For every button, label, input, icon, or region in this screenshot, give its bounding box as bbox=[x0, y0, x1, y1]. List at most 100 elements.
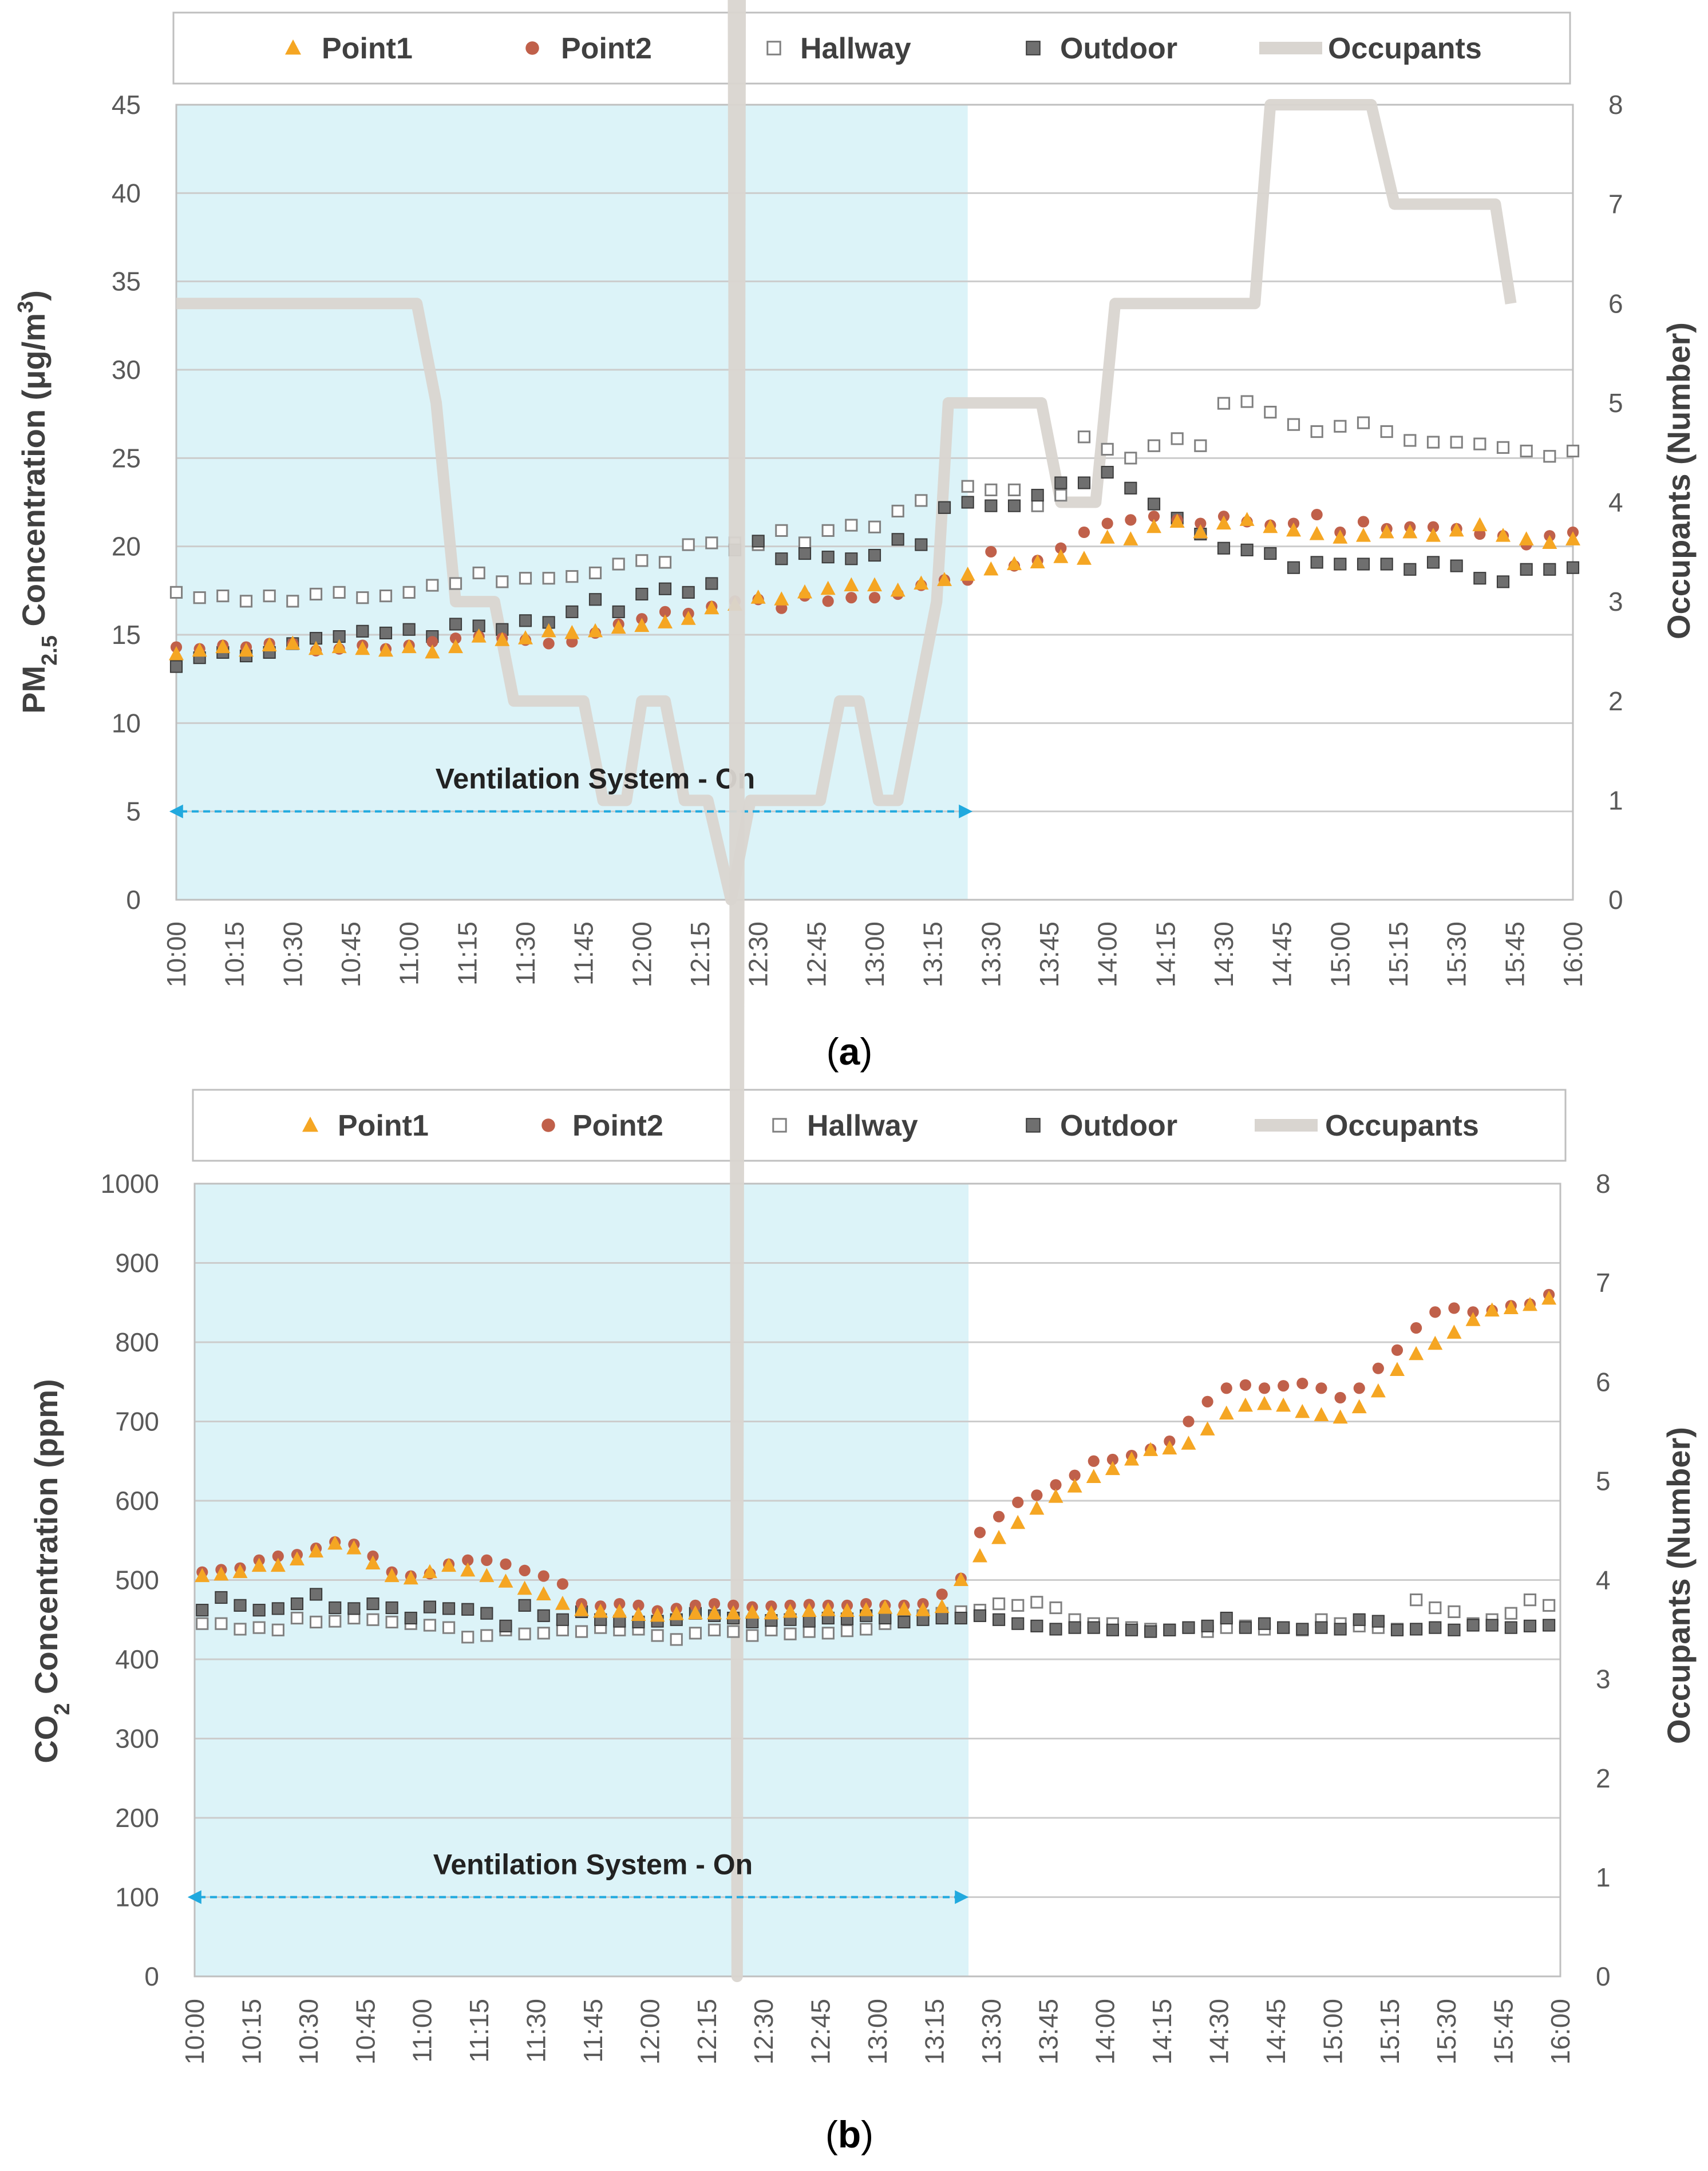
data-point-point1 bbox=[169, 646, 184, 661]
data-point-outdoor bbox=[1144, 1625, 1157, 1638]
data-point-outdoor bbox=[442, 1602, 456, 1615]
data-point-hallway bbox=[1147, 439, 1161, 452]
panel-caption: (a) bbox=[827, 1030, 873, 1073]
data-point-outdoor bbox=[329, 1601, 342, 1615]
data-point-hallway bbox=[651, 1629, 664, 1642]
data-point-outdoor bbox=[1258, 1617, 1271, 1630]
x-tick-label: 14:15 bbox=[1147, 1999, 1177, 2065]
data-point-hallway bbox=[519, 572, 532, 585]
data-point-point2 bbox=[519, 1564, 531, 1576]
data-point-point1 bbox=[1428, 1335, 1443, 1350]
data-point-hallway bbox=[821, 524, 835, 537]
data-point-point2 bbox=[1239, 1379, 1251, 1391]
data-point-hallway bbox=[1240, 395, 1254, 408]
data-point-outdoor bbox=[1410, 1623, 1423, 1636]
data-point-point1 bbox=[1541, 1290, 1557, 1305]
data-point-outdoor bbox=[290, 1597, 304, 1611]
data-point-point2 bbox=[1069, 1469, 1081, 1481]
data-point-hallway bbox=[775, 524, 788, 537]
plot-frame bbox=[193, 1183, 1561, 1978]
data-point-point1 bbox=[797, 584, 812, 599]
data-point-outdoor bbox=[347, 1602, 361, 1615]
data-point-point1 bbox=[1193, 524, 1208, 539]
legend-label-outdoor: Outdoor bbox=[1060, 1109, 1177, 1142]
data-point-point1 bbox=[346, 1540, 362, 1555]
data-point-point1 bbox=[1123, 531, 1138, 545]
data-point-outdoor bbox=[519, 614, 532, 627]
legend-label-point2: Point2 bbox=[561, 32, 652, 65]
data-point-hallway bbox=[329, 1615, 342, 1628]
data-point-hallway bbox=[992, 1597, 1006, 1611]
data-point-point1 bbox=[262, 637, 277, 652]
data-point-outdoor bbox=[1087, 1621, 1100, 1634]
data-point-outdoor bbox=[898, 1615, 911, 1628]
data-point-outdoor bbox=[404, 1611, 417, 1625]
data-point-point1 bbox=[983, 561, 999, 576]
data-point-point1 bbox=[1053, 549, 1069, 563]
y2-tick-label: 0 bbox=[1596, 1962, 1611, 1991]
data-point-outdoor bbox=[556, 1613, 569, 1626]
caption-open: ( bbox=[827, 1030, 839, 1073]
y2-tick-label: 5 bbox=[1596, 1466, 1611, 1496]
x-tick-label: 13:00 bbox=[860, 922, 889, 987]
data-point-outdoor bbox=[402, 623, 416, 636]
data-point-outdoor bbox=[1264, 547, 1277, 560]
data-point-outdoor bbox=[379, 626, 393, 639]
data-point-point1 bbox=[612, 1603, 627, 1618]
caption-letter: a bbox=[839, 1030, 861, 1073]
data-point-hallway bbox=[1334, 420, 1347, 433]
data-point-point1 bbox=[1449, 522, 1464, 537]
data-point-hallway bbox=[1054, 489, 1068, 502]
data-point-hallway bbox=[635, 554, 649, 567]
legend: Point1 Point2 Hallway Outdoor Occupants bbox=[172, 11, 1571, 85]
data-point-point1 bbox=[774, 591, 789, 606]
data-point-hallway bbox=[1007, 483, 1021, 496]
data-point-outdoor bbox=[234, 1599, 247, 1612]
y-tick-label: 700 bbox=[115, 1407, 159, 1437]
data-point-point1 bbox=[355, 640, 370, 655]
data-point-outdoor bbox=[1220, 1611, 1233, 1625]
data-point-point2 bbox=[1427, 521, 1440, 533]
data-point-point2 bbox=[1311, 509, 1323, 521]
data-point-outdoor bbox=[775, 552, 788, 566]
data-point-outdoor bbox=[1031, 489, 1044, 502]
data-point-point1 bbox=[915, 1602, 931, 1616]
x-tick-label: 15:30 bbox=[1432, 1999, 1461, 2065]
data-point-point1 bbox=[1257, 1395, 1272, 1410]
data-point-outdoor bbox=[1523, 1619, 1537, 1632]
data-point-hallway bbox=[1077, 430, 1091, 444]
data-point-point1 bbox=[460, 1562, 476, 1577]
ventilation-annotation: Ventilation System - On bbox=[433, 1849, 753, 1881]
y-tick-label: 0 bbox=[144, 1962, 159, 1991]
y2-tick-label: 6 bbox=[1596, 1367, 1611, 1397]
data-point-point1 bbox=[403, 1570, 418, 1585]
data-point-point1 bbox=[1048, 1489, 1063, 1503]
data-point-point1 bbox=[1496, 528, 1511, 542]
data-point-point2 bbox=[272, 1550, 284, 1563]
data-point-hallway bbox=[860, 1623, 873, 1636]
data-point-hallway bbox=[286, 595, 299, 608]
data-point-point1 bbox=[1029, 1500, 1045, 1515]
data-point-hallway bbox=[196, 1617, 209, 1630]
data-point-point1 bbox=[631, 1607, 646, 1621]
data-point-point1 bbox=[1446, 1324, 1462, 1339]
x-tick-label: 11:00 bbox=[394, 922, 424, 986]
data-point-point1 bbox=[1216, 515, 1231, 530]
data-point-hallway bbox=[566, 570, 579, 583]
data-point-hallway bbox=[1543, 450, 1556, 463]
data-point-outdoor bbox=[1068, 1621, 1081, 1634]
data-point-point2 bbox=[1031, 1489, 1043, 1501]
data-point-point2 bbox=[822, 595, 834, 607]
x-tick-label: 13:45 bbox=[1033, 1999, 1063, 2065]
data-point-point2 bbox=[1050, 1479, 1062, 1491]
data-point-point1 bbox=[541, 623, 556, 638]
data-point-point2 bbox=[1296, 1377, 1308, 1390]
data-point-outdoor bbox=[423, 1600, 437, 1614]
x-tick-label: 15:45 bbox=[1489, 1999, 1519, 2065]
data-point-point2 bbox=[1315, 1382, 1327, 1394]
data-point-point2 bbox=[462, 1554, 474, 1566]
x-tick-label: 14:30 bbox=[1204, 1999, 1234, 2065]
data-point-point1 bbox=[1309, 526, 1325, 540]
data-point-point1 bbox=[270, 1557, 286, 1572]
data-point-point1 bbox=[384, 1568, 400, 1583]
